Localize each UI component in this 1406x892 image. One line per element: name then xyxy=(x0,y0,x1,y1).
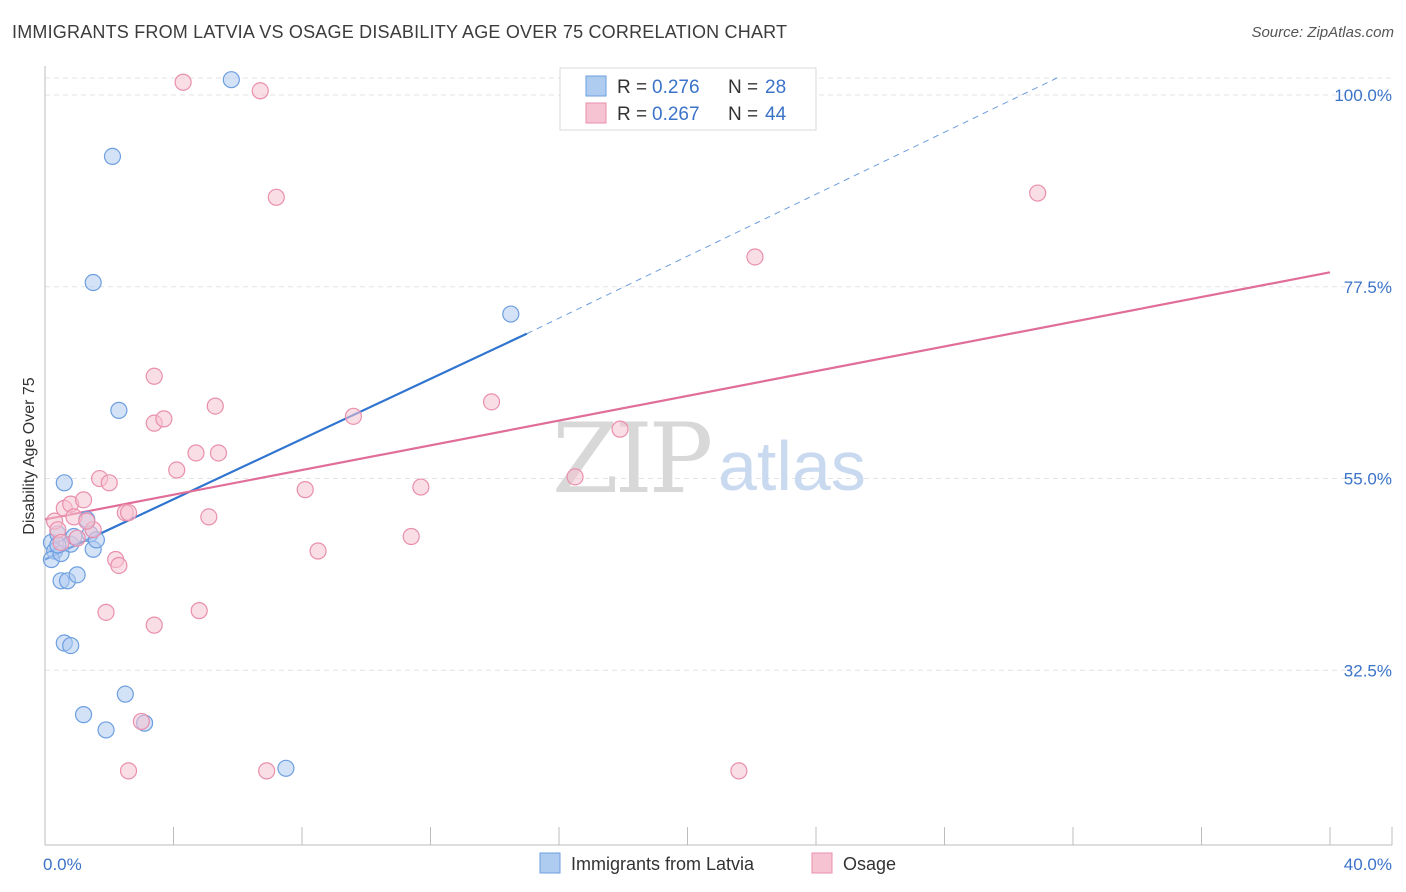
bottom-legend-swatch-blue xyxy=(539,852,561,874)
point-osage xyxy=(190,602,208,620)
bottom-legend: Immigrants from Latvia Osage xyxy=(539,852,896,874)
axes xyxy=(44,66,1393,846)
bottom-legend-swatch-pink xyxy=(811,852,833,874)
point-osage xyxy=(119,504,138,522)
y-tick-label: 100.0% xyxy=(1334,86,1392,105)
point-osage xyxy=(68,529,86,547)
point-osage xyxy=(74,491,93,509)
bottom-legend-label-2: Osage xyxy=(843,854,896,874)
point-osage xyxy=(97,603,115,621)
point-osage xyxy=(206,397,224,415)
point-osage xyxy=(1029,184,1047,202)
point-latvia xyxy=(116,685,134,703)
legend-box: R = 0.276 N = 28 R = 0.267 N = 44 xyxy=(559,67,817,131)
legend-swatch-pink xyxy=(585,102,607,124)
point-osage xyxy=(110,556,128,575)
point-osage xyxy=(168,461,186,479)
point-latvia xyxy=(502,305,520,323)
point-osage xyxy=(145,367,163,385)
point-latvia xyxy=(68,566,86,584)
watermark: ZIP atlas xyxy=(552,403,866,515)
point-osage xyxy=(100,474,118,492)
point-latvia xyxy=(62,636,80,655)
x-tick-label: 40.0% xyxy=(1344,855,1392,874)
point-osage xyxy=(187,444,205,462)
legend-r-label-2: R = xyxy=(617,104,647,125)
point-osage xyxy=(482,393,501,411)
point-osage xyxy=(119,762,138,780)
point-osage xyxy=(730,762,748,780)
point-osage xyxy=(746,248,764,266)
y-tick-label: 77.5% xyxy=(1344,278,1392,297)
data-points xyxy=(42,71,1047,780)
point-latvia xyxy=(84,273,102,292)
legend-r-value-2: 0.267 xyxy=(652,104,700,125)
y-tick-label: 55.0% xyxy=(1344,470,1392,489)
point-latvia xyxy=(222,71,240,89)
point-osage xyxy=(52,533,70,552)
grid-lines xyxy=(45,77,1392,671)
watermark-atlas: atlas xyxy=(718,427,866,505)
point-latvia xyxy=(103,147,122,166)
trendline-osage xyxy=(44,271,1331,521)
bottom-legend-label-1: Immigrants from Latvia xyxy=(571,854,755,874)
legend-n-label-1: N = xyxy=(728,77,758,98)
point-latvia xyxy=(97,721,115,739)
point-osage xyxy=(402,527,420,546)
point-osage xyxy=(412,478,430,496)
point-latvia xyxy=(55,474,73,492)
trendline-latvia xyxy=(44,332,528,561)
point-osage xyxy=(267,188,285,206)
point-osage xyxy=(344,407,362,425)
point-latvia xyxy=(277,759,295,777)
legend-r-label-1: R = xyxy=(617,77,647,98)
point-osage xyxy=(209,444,228,462)
point-osage xyxy=(251,82,269,100)
legend-r-value-1: 0.276 xyxy=(652,77,700,98)
y-axis-label: Disability Age Over 75 xyxy=(21,377,38,535)
point-osage xyxy=(200,508,218,526)
point-osage xyxy=(155,410,173,428)
point-osage xyxy=(258,762,276,780)
point-osage xyxy=(566,468,584,486)
point-osage xyxy=(174,73,192,91)
point-osage xyxy=(611,420,629,438)
point-osage xyxy=(309,542,327,560)
legend-swatch-blue xyxy=(585,75,607,97)
legend-n-label-2: N = xyxy=(728,104,758,125)
trend-lines xyxy=(44,77,1331,561)
legend-n-value-1: 28 xyxy=(765,77,786,98)
point-osage xyxy=(78,512,96,530)
watermark-zip: ZIP xyxy=(552,403,711,515)
y-tick-label: 32.5% xyxy=(1344,661,1392,680)
legend-n-value-2: 44 xyxy=(765,104,787,125)
point-osage xyxy=(132,712,150,731)
point-latvia xyxy=(74,706,93,724)
tick-labels: 32.5% 55.0% 77.5% 100.0% 0.0% 40.0% xyxy=(43,86,1392,874)
chart-title: IMMIGRANTS FROM LATVIA VS OSAGE DISABILI… xyxy=(12,22,788,42)
x-tick-label: 0.0% xyxy=(43,855,82,874)
point-latvia xyxy=(110,401,128,419)
point-osage xyxy=(145,616,163,634)
source-label: Source: ZipAtlas.com xyxy=(1251,24,1394,41)
point-osage xyxy=(296,481,314,499)
